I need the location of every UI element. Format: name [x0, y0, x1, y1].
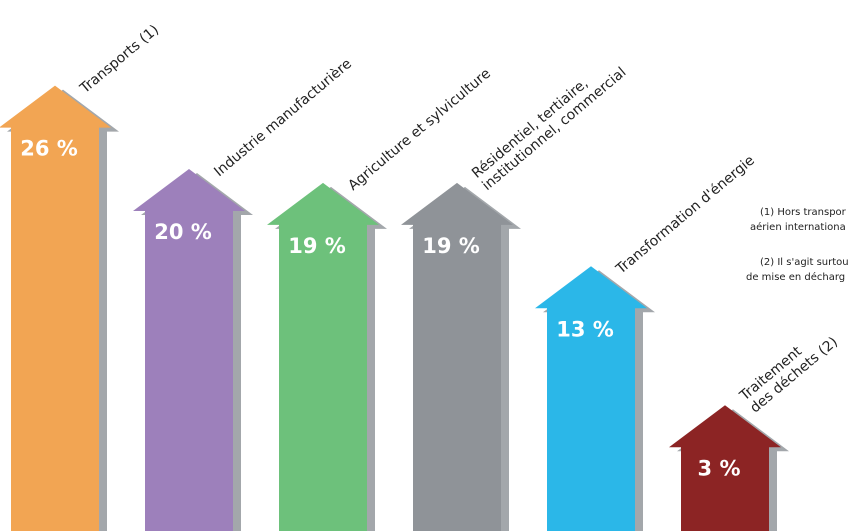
category-label: Transformation d'énergie	[613, 152, 758, 278]
category-label: Agriculture et sylviculture	[345, 66, 494, 194]
value-label: 26 %	[20, 137, 78, 161]
annotation: de mise en décharg	[746, 271, 845, 283]
category-label: Industrie manufacturière	[211, 56, 355, 180]
arrow-bar	[669, 405, 781, 531]
value-label: 13 %	[556, 317, 614, 341]
value-label: 3 %	[698, 456, 741, 480]
annotation: (2) Il s'agit surtou	[760, 257, 849, 268]
category-label: Transports (1)	[77, 22, 163, 97]
arrow-bar	[267, 182, 379, 531]
value-label: 20 %	[154, 220, 212, 244]
arrow-bar	[133, 169, 245, 531]
annotation: (1) Hors transpor	[760, 207, 847, 218]
arrow-bar	[401, 182, 513, 531]
value-label: 19 %	[422, 234, 480, 258]
value-label: 19 %	[288, 234, 346, 258]
arrow-bar	[0, 85, 111, 531]
category-label: Traitementdes déchets (2)	[736, 322, 841, 417]
annotation: aérien internationa	[750, 221, 846, 233]
category-label: Résidentiel, tertiaire,institutionnel, c…	[469, 52, 629, 194]
arrow-bar	[535, 266, 647, 531]
